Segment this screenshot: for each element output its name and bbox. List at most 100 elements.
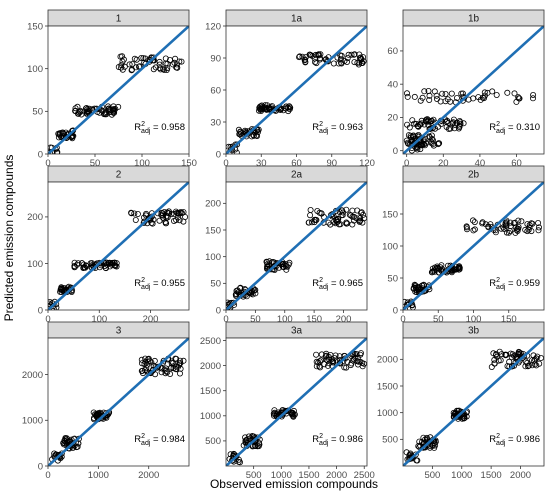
- data-point: [403, 137, 410, 144]
- panel-2a: 2a 0 50 100 150 200 0 50 100 150 200 R2 adj = 0.965: [205, 165, 368, 325]
- y-tick-label: 0: [216, 149, 221, 160]
- data-point: [475, 94, 482, 101]
- data-point: [111, 262, 118, 269]
- data-point: [312, 59, 319, 66]
- panel-strip-label: 1: [116, 14, 122, 25]
- data-point: [75, 260, 82, 267]
- data-point: [128, 209, 135, 216]
- data-point: [162, 365, 169, 372]
- data-point: [103, 109, 110, 116]
- data-point: [316, 358, 323, 365]
- data-point: [353, 215, 360, 222]
- r2-subscript: adj: [319, 128, 329, 135]
- panel-strip-label: 1a: [291, 14, 303, 25]
- panel-border: [47, 337, 190, 467]
- data-point: [463, 226, 470, 233]
- data-point: [131, 210, 138, 217]
- x-tick-label: 500: [424, 470, 440, 481]
- x-tick-label: 500: [246, 470, 262, 481]
- data-point: [344, 55, 351, 62]
- x-tick-label: 60: [511, 158, 522, 169]
- data-point: [308, 219, 315, 226]
- data-point: [531, 361, 538, 368]
- data-point: [142, 355, 149, 362]
- x-axis-title: Observed emission compounds: [210, 477, 378, 491]
- data-point: [455, 125, 462, 132]
- data-point: [349, 207, 356, 214]
- x-tick-label: 60: [291, 158, 302, 169]
- data-point: [244, 131, 251, 138]
- data-point: [522, 358, 529, 365]
- y-tick-label: 2000: [377, 355, 398, 366]
- r2-subscript: adj: [319, 284, 329, 291]
- y-tick-label: 0: [38, 149, 43, 160]
- data-point: [175, 210, 182, 217]
- data-point: [330, 60, 337, 67]
- data-point: [459, 90, 466, 97]
- data-point: [525, 363, 532, 370]
- data-point: [254, 129, 261, 136]
- data-point: [160, 357, 167, 364]
- data-point: [74, 443, 81, 450]
- r2-superscript: 2: [141, 277, 145, 284]
- data-point: [421, 444, 428, 451]
- x-tick-label: 50: [90, 158, 101, 169]
- data-point: [159, 210, 166, 217]
- data-point: [522, 363, 529, 370]
- data-point: [103, 414, 110, 421]
- data-point: [126, 61, 133, 68]
- r2-annotation: R2 adj = 0.958: [134, 121, 185, 135]
- identity-line: [226, 182, 367, 310]
- r2-annotation: R2 adj = 0.984: [134, 433, 185, 447]
- data-point: [62, 435, 69, 442]
- r2-superscript: 2: [496, 121, 500, 128]
- r2-subscript: adj: [319, 440, 329, 447]
- data-point: [96, 259, 103, 266]
- y-tick-label: 150: [382, 209, 398, 220]
- data-point: [62, 286, 69, 293]
- data-point: [168, 358, 175, 365]
- data-point: [120, 56, 127, 63]
- y-tick-label: 0: [393, 146, 398, 157]
- data-point: [296, 54, 303, 61]
- y-tick-label: 0: [38, 461, 43, 472]
- panel-border: [225, 337, 368, 467]
- y-tick-label: 2000: [22, 370, 43, 381]
- data-point: [237, 128, 244, 135]
- data-point: [524, 228, 531, 235]
- data-point: [339, 212, 346, 219]
- r2-superscript: 2: [319, 121, 323, 128]
- data-point: [456, 264, 463, 271]
- data-point: [329, 358, 336, 365]
- data-point: [140, 219, 147, 226]
- y-tick-label: 30: [210, 117, 221, 128]
- data-point: [412, 288, 419, 295]
- data-point: [403, 90, 410, 97]
- data-point: [418, 439, 425, 446]
- r2-symbol: R: [312, 278, 319, 289]
- data-point: [433, 92, 440, 99]
- data-point: [171, 59, 178, 66]
- data-point: [110, 108, 117, 115]
- data-point: [341, 364, 348, 371]
- data-point: [360, 211, 367, 218]
- data-point: [418, 120, 425, 127]
- data-point: [416, 438, 423, 445]
- data-point: [158, 369, 165, 376]
- r2-symbol: R: [489, 122, 496, 133]
- x-tick-label: 1500: [298, 470, 319, 481]
- data-point: [442, 91, 449, 98]
- data-point: [314, 51, 321, 58]
- data-point: [160, 66, 167, 73]
- data-point: [131, 55, 138, 62]
- data-point: [83, 110, 90, 117]
- data-point: [117, 53, 124, 60]
- data-point: [302, 54, 309, 61]
- x-tick-label: 50: [250, 314, 261, 325]
- data-point: [536, 224, 543, 231]
- data-point: [418, 282, 425, 289]
- data-point: [258, 102, 265, 109]
- r2-annotation: R2 adj = 0.955: [134, 277, 185, 291]
- data-point: [166, 57, 173, 64]
- data-point: [512, 219, 519, 226]
